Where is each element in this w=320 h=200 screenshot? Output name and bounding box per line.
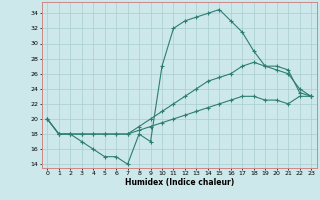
- X-axis label: Humidex (Indice chaleur): Humidex (Indice chaleur): [124, 178, 234, 187]
